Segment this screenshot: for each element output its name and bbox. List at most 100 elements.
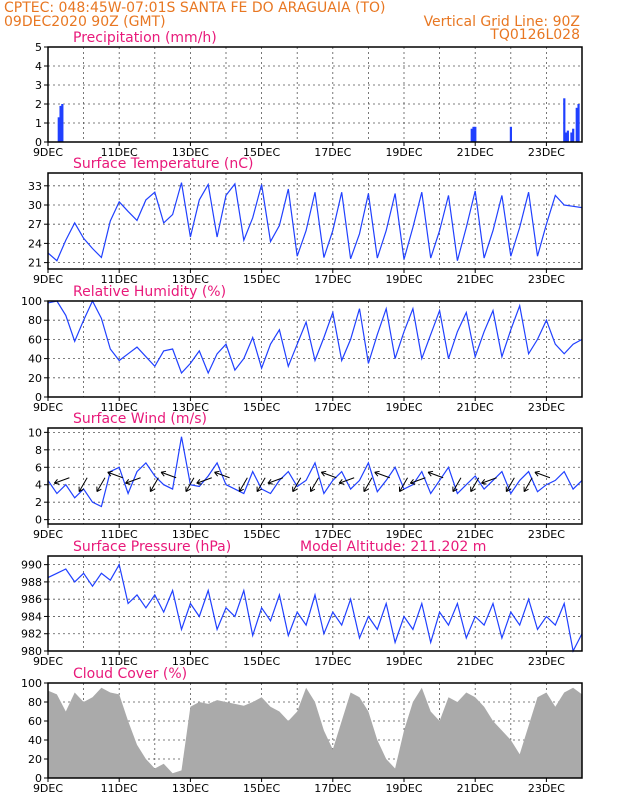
y-tick-label: 5	[35, 41, 42, 54]
x-tick-label: 17DEC	[314, 401, 351, 414]
panel-annotation: Model Altitude: 211.202 m	[300, 539, 486, 555]
precip-bar	[474, 126, 477, 142]
x-tick-label: 9DEC	[33, 528, 63, 541]
panels: Precipitation (mm/h) 0 1 2 3 4 5 9DEC 11DEC 13DEC…	[21, 30, 583, 795]
precip-bar	[575, 107, 578, 142]
wind-arrow-head	[505, 486, 511, 493]
y-tick-label: 2	[35, 496, 42, 509]
wind-arrow-head	[196, 479, 202, 485]
y-tick-label: 988	[21, 576, 42, 589]
y-tick-label: 2	[35, 98, 42, 111]
panel-5: Surface Pressure (hPa) Model Altitude: 21…	[21, 539, 583, 668]
wind-arrow	[107, 471, 123, 479]
x-tick-label: 13DEC	[172, 401, 209, 414]
wind-arrow-head	[534, 470, 540, 477]
x-tick-label: 13DEC	[172, 273, 209, 286]
wind-arrow	[292, 477, 302, 492]
panel-6: Cloud Cover (%) 0 20 40 60 80 100 9DEC 11DEC 13DE…	[21, 666, 583, 795]
y-tick-label: 60	[28, 333, 42, 346]
x-tick-label: 17DEC	[314, 146, 351, 159]
x-tick-label: 17DEC	[314, 782, 351, 795]
wind-arrow-head	[374, 470, 380, 477]
wind-arrow	[470, 477, 480, 492]
y-tick-label: 986	[21, 593, 42, 606]
y-tick-label: 33	[28, 180, 42, 193]
panel-title: Surface Temperature (nC)	[73, 156, 254, 172]
x-tick-label: 9DEC	[33, 401, 63, 414]
panel-title: Relative Humidity (%)	[73, 284, 226, 300]
x-tick-label: 15DEC	[243, 146, 280, 159]
y-tick-label: 60	[28, 715, 42, 728]
y-tick-label: 40	[28, 734, 42, 747]
x-tick-label: 21DEC	[457, 528, 494, 541]
y-tick-label: 10	[28, 426, 42, 439]
wind-arrow	[214, 471, 230, 479]
precip-bar	[577, 104, 580, 142]
x-tick-label: 15DEC	[243, 401, 280, 414]
wind-arrow	[399, 477, 408, 492]
x-tick-label: 9DEC	[33, 146, 63, 159]
wind-arrow	[374, 471, 390, 479]
y-tick-label: 6	[35, 461, 42, 474]
x-tick-label: 11DEC	[101, 401, 138, 414]
precip-bar	[566, 130, 569, 142]
panel-title: Precipitation (mm/h)	[73, 30, 217, 46]
wind-arrow-head	[523, 486, 529, 493]
panel-frame	[47, 682, 583, 779]
x-tick-label: 13DEC	[172, 146, 209, 159]
precip-bar	[470, 128, 473, 142]
x-tick-label: 21DEC	[457, 782, 494, 795]
wind-arrow-head	[78, 486, 84, 493]
panel-2: Surface Temperature (nC) 21 24 27 30 33 9DEC 11…	[28, 156, 583, 286]
wind-arrow-head	[481, 479, 487, 485]
wind-arrow-head	[160, 470, 167, 477]
wind-arrow	[54, 477, 70, 484]
wind-arrow	[238, 477, 248, 492]
wind-arrow	[149, 477, 159, 492]
x-tick-label: 23DEC	[528, 401, 565, 414]
wind-arrow-head	[398, 486, 405, 493]
precip-bar	[564, 132, 568, 142]
precip-bar	[61, 104, 64, 142]
x-tick-label: 23DEC	[528, 782, 565, 795]
x-tick-label: 9DEC	[33, 655, 63, 668]
wind-arrow	[523, 477, 533, 492]
x-tick-label: 11DEC	[101, 655, 138, 668]
x-tick-label: 11DEC	[101, 782, 138, 795]
panel-4: Surface Wind (m/s) 0 2 4 6 8 10 9DEC 11DEC 13DEC 1…	[28, 411, 583, 541]
wind-arrow-head	[470, 486, 476, 493]
x-tick-label: 23DEC	[528, 146, 565, 159]
wind-arrow	[310, 477, 319, 492]
x-tick-label: 11DEC	[101, 528, 138, 541]
wind-arrow-head	[149, 486, 155, 493]
precip-bar	[563, 98, 566, 142]
wind-arrow	[185, 477, 195, 492]
wind-arrow-head	[427, 470, 434, 477]
x-tick-label: 15DEC	[243, 273, 280, 286]
y-tick-label: 4	[35, 479, 42, 492]
y-tick-label: 984	[21, 610, 42, 623]
x-tick-label: 15DEC	[243, 782, 280, 795]
y-tick-label: 30	[28, 199, 42, 212]
wind-arrow-head	[96, 486, 102, 493]
series-line	[47, 436, 583, 508]
cloud-area	[48, 687, 582, 778]
header-station: CPTEC: 048:45W-07:01S SANTA FE DO ARAGUA…	[4, 0, 386, 16]
y-tick-label: 100	[21, 295, 42, 308]
wind-arrow	[96, 477, 106, 492]
header-date: 09DEC2020 90Z (GMT)	[4, 14, 166, 30]
x-tick-label: 9DEC	[33, 782, 63, 795]
x-tick-label: 21DEC	[457, 655, 494, 668]
header-grid-line: Vertical Grid Line: 90Z	[424, 14, 580, 30]
x-tick-label: 13DEC	[172, 782, 209, 795]
wind-arrow	[534, 471, 551, 479]
panel-frame	[47, 427, 583, 525]
x-tick-label: 19DEC	[385, 401, 422, 414]
header-model: TQ0126L028	[489, 27, 580, 43]
wind-arrow-head	[363, 486, 369, 493]
wind-arrow	[410, 477, 426, 484]
x-tick-label: 17DEC	[314, 273, 351, 286]
y-tick-label: 21	[28, 257, 42, 270]
y-tick-label: 80	[28, 696, 42, 709]
y-tick-label: 1	[35, 117, 42, 130]
